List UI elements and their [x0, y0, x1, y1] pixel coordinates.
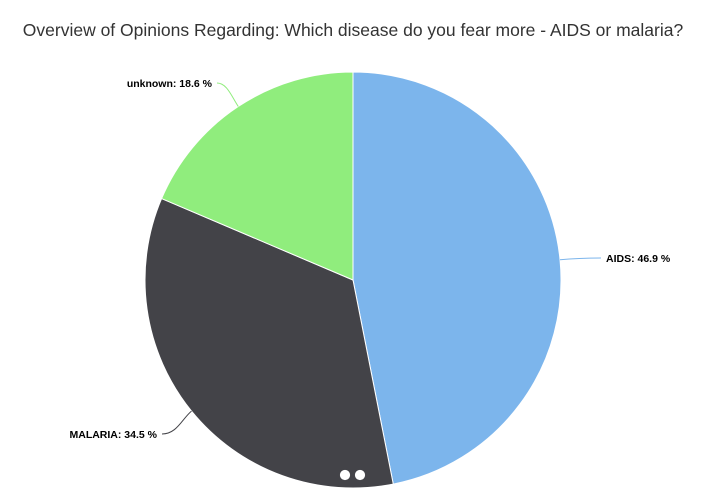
pager-dots[interactable]: [339, 469, 366, 481]
data-label-malaria: MALARIA: 34.5 %: [69, 429, 157, 441]
connector-unknown: [216, 82, 239, 107]
slices-layer: [144, 71, 562, 489]
labels-layer: AIDS: 46.9 % MALARIA: 34.5 % unknown: 18.6…: [69, 78, 670, 441]
connector-malaria: [161, 410, 192, 435]
pager-dot[interactable]: [354, 469, 366, 481]
pie-slice-unknown[interactable]: [161, 71, 354, 281]
chart-title: Overview of Opinions Regarding: Which di…: [22, 20, 684, 40]
data-label-aids: AIDS: 46.9 %: [606, 253, 671, 265]
data-label-unknown: unknown: 18.6 %: [127, 78, 213, 90]
pager-dot[interactable]: [339, 469, 351, 481]
connector-aids: [559, 257, 602, 261]
pie-slice-aids[interactable]: [352, 71, 562, 485]
